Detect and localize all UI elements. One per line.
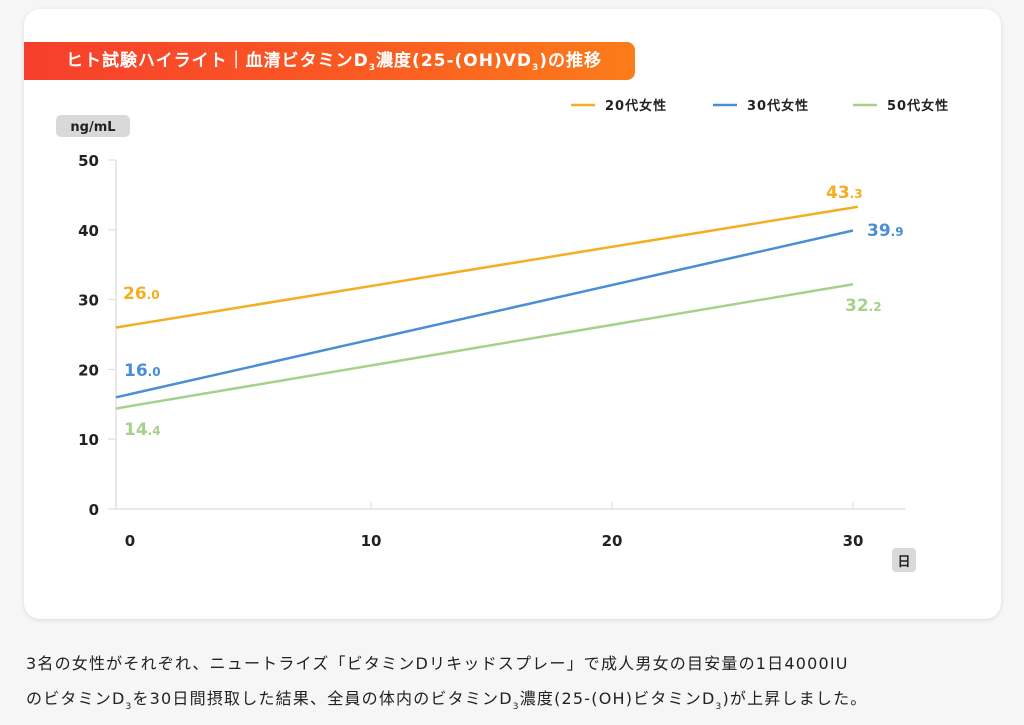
legend-label: 50代女性 bbox=[887, 98, 949, 114]
caption-text: のビタミンD bbox=[26, 689, 126, 708]
data-label: 16.0 bbox=[124, 361, 161, 381]
series-line bbox=[115, 229, 854, 399]
title-part-3: )の推移 bbox=[539, 51, 603, 71]
x-tick-label: 30 bbox=[843, 532, 864, 550]
title-sub-2: 3 bbox=[532, 63, 540, 73]
data-label: 32.2 bbox=[845, 296, 882, 316]
data-label: 14.4 bbox=[124, 420, 161, 440]
data-label-int: 39 bbox=[867, 221, 891, 241]
data-label: 39.9 bbox=[867, 221, 904, 241]
x-tick-label: 10 bbox=[361, 532, 382, 550]
caption-sub: 3 bbox=[715, 702, 723, 712]
legend-label: 20代女性 bbox=[605, 98, 667, 114]
caption-text: 濃度(25-(OH)ビタミンD bbox=[519, 689, 716, 708]
title-sub-1: 3 bbox=[368, 63, 377, 73]
y-tick-label: 30 bbox=[78, 292, 99, 310]
data-label: 26.0 bbox=[123, 284, 160, 304]
y-axis-label: ng/mL bbox=[70, 120, 115, 135]
data-label-dec: .2 bbox=[869, 300, 882, 314]
data-label-dec: .0 bbox=[148, 365, 161, 379]
caption-line-2: のビタミンD3を30日間摂取した結果、全員の体内のビタミンD3濃度(25-(OH… bbox=[26, 685, 1006, 712]
y-unit-badge bbox=[56, 115, 130, 137]
data-label-int: 32 bbox=[845, 296, 869, 316]
data-label-int: 16 bbox=[124, 361, 148, 381]
data-label-dec: .9 bbox=[891, 225, 904, 239]
caption-text: を30日間摂取した結果、全員の体内のビタミンD bbox=[132, 689, 513, 708]
caption-text: )が上昇しました。 bbox=[722, 689, 868, 708]
title-part-1: ヒト試験ハイライト｜血清ビタミンD bbox=[66, 51, 369, 71]
y-tick-label: 50 bbox=[78, 152, 99, 170]
series-line bbox=[115, 205, 859, 329]
data-label-int: 14 bbox=[124, 420, 148, 440]
y-tick-label: 0 bbox=[89, 501, 99, 519]
series-line bbox=[115, 283, 854, 410]
legend-label: 30代女性 bbox=[747, 98, 809, 114]
chart-title-banner: ヒト試験ハイライト｜血清ビタミンD3濃度(25-(OH)VD3)の推移 bbox=[24, 42, 635, 80]
data-label-int: 43 bbox=[826, 183, 850, 203]
caption-line-1: 3名の女性がそれぞれ、ニュートライズ「ビタミンDリキッドスプレー」で成人男女の目… bbox=[26, 654, 849, 673]
caption-sub: 3 bbox=[125, 702, 133, 712]
x-tick-label: 0 bbox=[125, 532, 135, 550]
data-label-dec: .4 bbox=[148, 424, 161, 438]
caption-sub: 3 bbox=[512, 702, 520, 712]
x-tick-label: 20 bbox=[602, 532, 623, 550]
data-label-int: 26 bbox=[123, 284, 147, 304]
chart-card bbox=[24, 9, 1001, 619]
data-label-dec: .3 bbox=[850, 187, 863, 201]
y-tick-label: 10 bbox=[78, 431, 99, 449]
data-label-dec: .0 bbox=[147, 288, 160, 302]
x-axis-label: 日 bbox=[897, 555, 910, 570]
y-tick-label: 20 bbox=[78, 361, 99, 379]
data-label: 43.3 bbox=[826, 183, 863, 203]
y-tick-label: 40 bbox=[78, 222, 99, 240]
title-part-2: 濃度(25-(OH)VD bbox=[376, 51, 533, 71]
x-unit-badge bbox=[892, 548, 916, 572]
